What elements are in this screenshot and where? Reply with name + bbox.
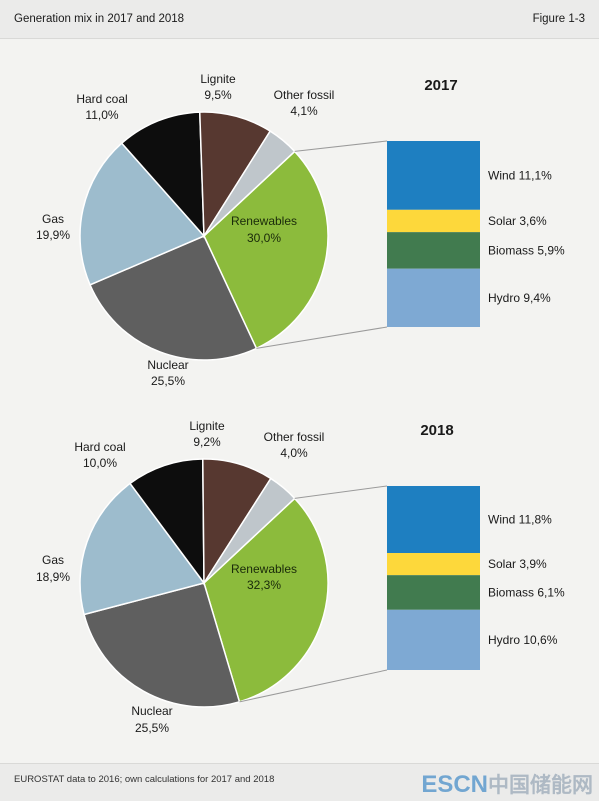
slice-value-lignite: 9,2% [193,435,221,449]
pie-slice-nuclear [89,235,258,361]
pie-slice-hard-coal [129,458,205,586]
figure-title: Generation mix in 2017 and 2018 [14,13,185,25]
pie-slice-nuclear [83,582,241,708]
breakdown-bar-wind [387,486,480,554]
connector-line-bottom [256,326,388,349]
watermark-logo: ESCN中国储能网 [421,769,593,799]
breakdown-label-hydro: Hydro 10,6% [488,633,558,647]
slice-label-lignite: Lignite [200,72,236,86]
slice-value-hard-coal: 10,0% [83,456,117,470]
slice-value-renewables: 30,0% [247,231,281,245]
pie-panel-2018: 2018 Renewables 32,3% Nuclear 25,5% Gas 18,9% H… [36,419,565,735]
generation-mix-chart: 2017 Renewables 30,0% Nuclear 25,5% Gas 19,9% H… [36,72,565,735]
breakdown-bar-hydro [387,609,480,670]
breakdown-bar-solar [387,553,480,576]
figure-header: Generation mix in 2017 and 2018 Figure 1… [0,0,599,39]
breakdown-label-wind: Wind 11,1% [488,168,552,182]
slice-label-other-fossil: Other fossil [274,88,335,102]
pie-slice-other-fossil [203,477,296,584]
slice-value-lignite: 9,5% [204,88,232,102]
slice-label-renewables: Renewables [231,214,297,228]
connector-line-top [294,140,388,152]
slice-value-gas: 19,9% [36,228,70,242]
pie-slice-renewables [203,497,329,703]
pie-slice-gas [79,142,206,286]
breakdown-bar-wind [387,141,480,210]
slice-label-nuclear: Nuclear [147,358,188,372]
figure-number: Figure 1-3 [532,13,585,25]
pie-slice-hard-coal [120,111,205,239]
slice-label-other-fossil: Other fossil [264,430,325,444]
figure-footer: EUROSTAT data to 2016; own calculations … [0,763,599,801]
slice-value-renewables: 32,3% [247,578,281,592]
pie-slice-renewables [203,150,329,350]
breakdown-bar-solar [387,209,480,233]
connector-line-top [294,485,388,499]
slice-label-hard-coal: Hard coal [74,440,125,454]
slice-value-other-fossil: 4,0% [280,446,308,460]
breakdown-bar-biomass [387,575,480,610]
slice-value-hard-coal: 11,0% [85,108,118,122]
pie-panel-2017: 2017 Renewables 30,0% Nuclear 25,5% Gas 19,9% H… [36,72,565,388]
breakdown-label-wind: Wind 11,8% [488,513,552,527]
breakdown-label-hydro: Hydro 9,4% [488,291,551,305]
breakdown-label-biomass: Biomass 5,9% [488,243,565,257]
watermark-cn: 中国储能网 [488,774,593,797]
watermark-latin: ESCN [421,771,488,798]
connector-line-bottom [239,669,388,703]
slice-label-lignite: Lignite [189,419,225,433]
panel-title-2017: 2017 [424,77,457,94]
slice-label-renewables: Renewables [231,562,297,576]
source-note: EUROSTAT data to 2016; own calculations … [14,774,275,785]
slice-value-nuclear: 25,5% [135,721,169,735]
slice-label-nuclear: Nuclear [131,704,172,718]
breakdown-label-solar: Solar 3,9% [488,557,547,571]
pie-slice-other-fossil [203,130,296,237]
slice-value-gas: 18,9% [36,570,70,584]
breakdown-bar-hydro [387,268,480,327]
breakdown-label-solar: Solar 3,6% [488,214,547,228]
breakdown-label-biomass: Biomass 6,1% [488,585,565,599]
panel-title-2018: 2018 [420,422,453,439]
slice-value-other-fossil: 4,1% [290,104,318,118]
breakdown-bar-biomass [387,232,480,269]
slice-value-nuclear: 25,5% [151,374,185,388]
pie-slice-gas [79,482,206,616]
slice-label-gas: Gas [42,553,64,567]
slice-label-hard-coal: Hard coal [76,92,127,106]
slice-label-gas: Gas [42,212,64,226]
